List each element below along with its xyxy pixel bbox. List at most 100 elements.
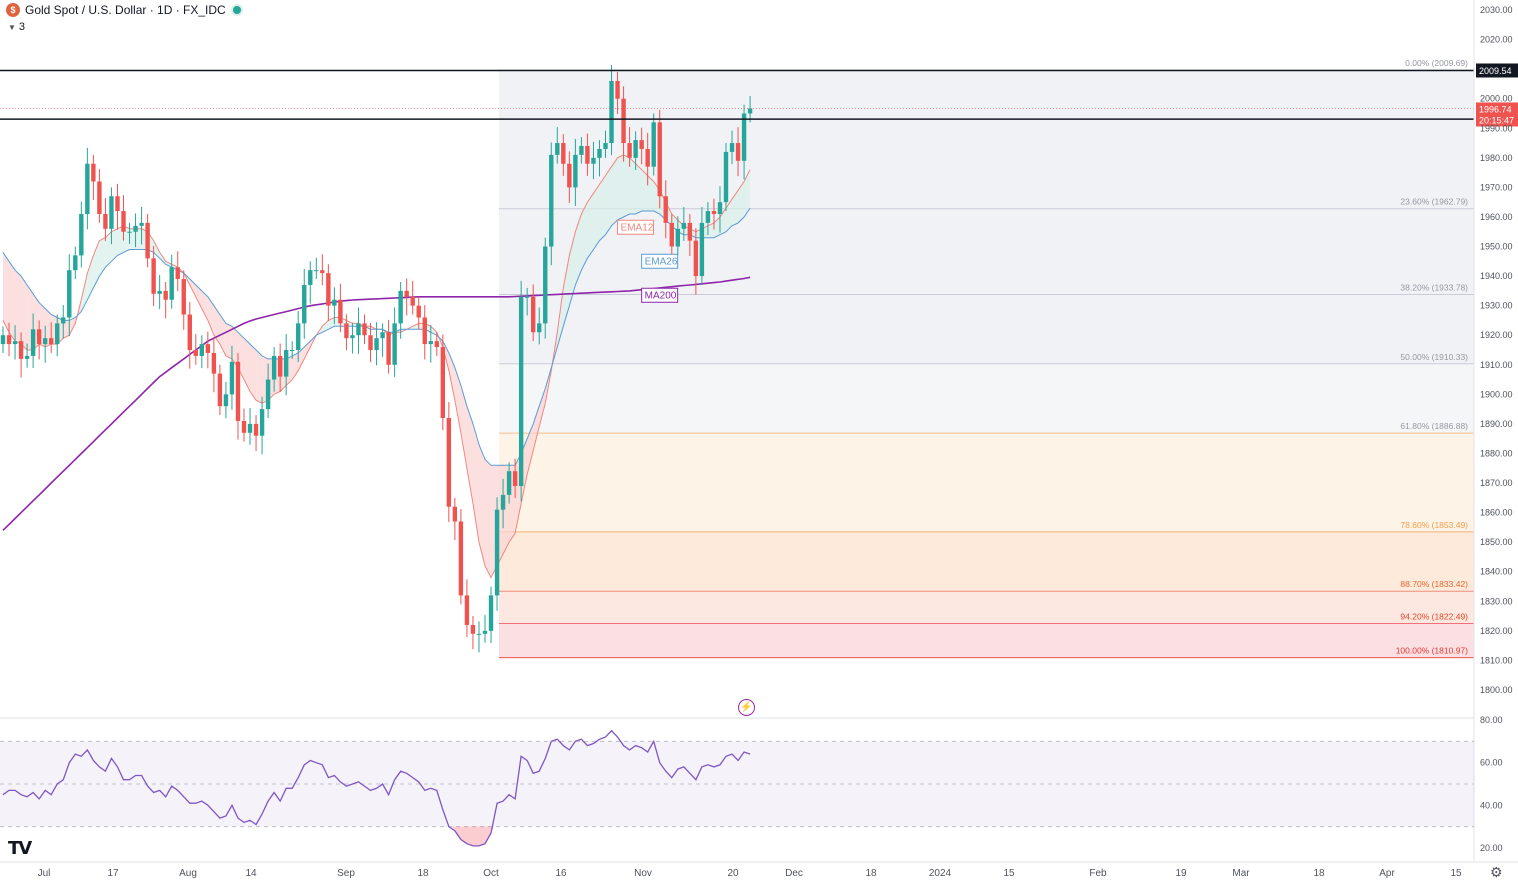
time-tick-label: Dec (785, 868, 803, 879)
ema-cloud-segment (304, 341, 311, 359)
candle-body (410, 296, 415, 306)
candle-body (416, 305, 421, 318)
candle-body (85, 163, 90, 214)
candle-body (36, 329, 42, 345)
fib-level-label: 88.70% (1833.42) (1400, 579, 1468, 589)
candle-body (428, 341, 433, 345)
tradingview-logo-icon[interactable]: TV (8, 838, 32, 859)
ema26-label: EMA26 (645, 256, 678, 267)
ema-cloud-segment (15, 270, 22, 345)
ma200-line (2, 276, 751, 531)
candle-body (139, 222, 144, 226)
candle-body (0, 335, 6, 345)
ema-cloud-segment (671, 214, 678, 232)
candle-body (506, 471, 512, 495)
candle-body (320, 270, 325, 274)
price-tick-label: 1870.00 (1480, 478, 1513, 488)
candle-body (627, 143, 632, 158)
candle-body (97, 181, 102, 214)
ema-cloud-segment (485, 459, 492, 578)
ema-cloud-segment (454, 367, 461, 433)
candle-body (18, 341, 24, 359)
indicator-count-label: 3 (18, 21, 26, 33)
rsi-line (2, 729, 751, 847)
candle-body (229, 361, 235, 395)
ema-cloud-segment (539, 388, 546, 427)
ema-cloud-segment (219, 314, 226, 356)
candle-body (187, 314, 192, 350)
fib-zone (499, 531, 1474, 592)
last-price-label: 1996.74 (1479, 104, 1512, 114)
ema-cloud-segment (478, 444, 485, 566)
candle-body (446, 418, 452, 507)
candle-body (615, 80, 620, 99)
candle-body (537, 323, 542, 333)
candle-body (500, 494, 506, 510)
ema-cloud-segment (412, 323, 419, 330)
ema-cloud-segment (195, 284, 202, 309)
candle-body (518, 296, 524, 486)
fib-level-label: 38.20% (1933.78) (1400, 282, 1468, 292)
candle-body (290, 350, 295, 351)
price-tick-label: 1990.00 (1480, 123, 1513, 133)
ema-cloud-segment (328, 317, 335, 330)
fib-level-label: 0.00% (2009.69) (1405, 58, 1468, 68)
candle-body (314, 270, 319, 272)
market-open-dot-icon (230, 4, 243, 16)
candle-body (283, 350, 289, 377)
ema-cloud-segment (599, 175, 606, 241)
candle-body (24, 355, 30, 359)
price-tick-label: 1910.00 (1480, 360, 1513, 370)
ema-cloud-segment (707, 222, 714, 238)
fib-level-label: 100.00% (1810.97) (1396, 646, 1468, 656)
candle-body (12, 341, 18, 345)
ema-cloud-segment (256, 350, 263, 404)
candle-body (681, 222, 687, 229)
time-tick-label: Apr (1379, 868, 1395, 879)
price-tick-label: 1980.00 (1480, 153, 1513, 163)
candle-body (73, 255, 78, 271)
candle-body (368, 335, 373, 350)
candle-body (175, 267, 180, 280)
candle-body (422, 317, 427, 345)
ema-cloud-segment (225, 323, 232, 359)
ema-cloud-segment (629, 157, 636, 214)
fib-zone (499, 208, 1474, 295)
ema-cloud-segment (129, 228, 136, 250)
ema-cloud-segment (213, 305, 220, 345)
candle-body (591, 157, 596, 164)
price-tick-label: 1960.00 (1480, 212, 1513, 222)
ema-cloud-segment (63, 320, 70, 339)
gear-icon[interactable]: ⚙ (1490, 864, 1503, 880)
candle-body (103, 214, 108, 229)
time-tick-label: 18 (865, 868, 877, 879)
fib-level-label: 61.80% (1886.88) (1400, 421, 1468, 431)
candle-body (458, 521, 464, 596)
rsi-tick-label: 40.00 (1480, 800, 1503, 810)
price-tick-label: 1900.00 (1480, 389, 1513, 399)
symbol-title: Gold Spot / U.S. Dollar · 1D · FX_IDC (25, 3, 226, 17)
candle-body (573, 154, 578, 188)
ema-cloud-segment (244, 338, 251, 392)
candle-body (193, 350, 198, 356)
ema-cloud-segment (719, 208, 726, 235)
ma200-label: MA200 (645, 290, 677, 301)
candle-body (344, 323, 349, 339)
fib-zone (499, 433, 1474, 532)
candle-body (356, 323, 361, 336)
candle-body (645, 148, 650, 167)
fib-level-label: 50.00% (1910.33) (1400, 352, 1468, 362)
symbol-header[interactable]: $ Gold Spot / U.S. Dollar · 1D · FX_IDC (6, 3, 243, 17)
candle-body (115, 196, 120, 212)
candle-body (332, 299, 337, 306)
time-tick-label: 15 (1003, 868, 1015, 879)
lightning-icon[interactable]: ⚡ (738, 699, 755, 716)
ema-cloud-segment (117, 225, 124, 256)
ema-cloud-segment (430, 326, 437, 336)
time-tick-label: Oct (483, 868, 499, 879)
candle-body (543, 246, 548, 324)
ma200-label-box (641, 287, 679, 303)
indicator-toggle[interactable]: ▼ 3 (8, 21, 25, 33)
candle-body (549, 154, 554, 247)
